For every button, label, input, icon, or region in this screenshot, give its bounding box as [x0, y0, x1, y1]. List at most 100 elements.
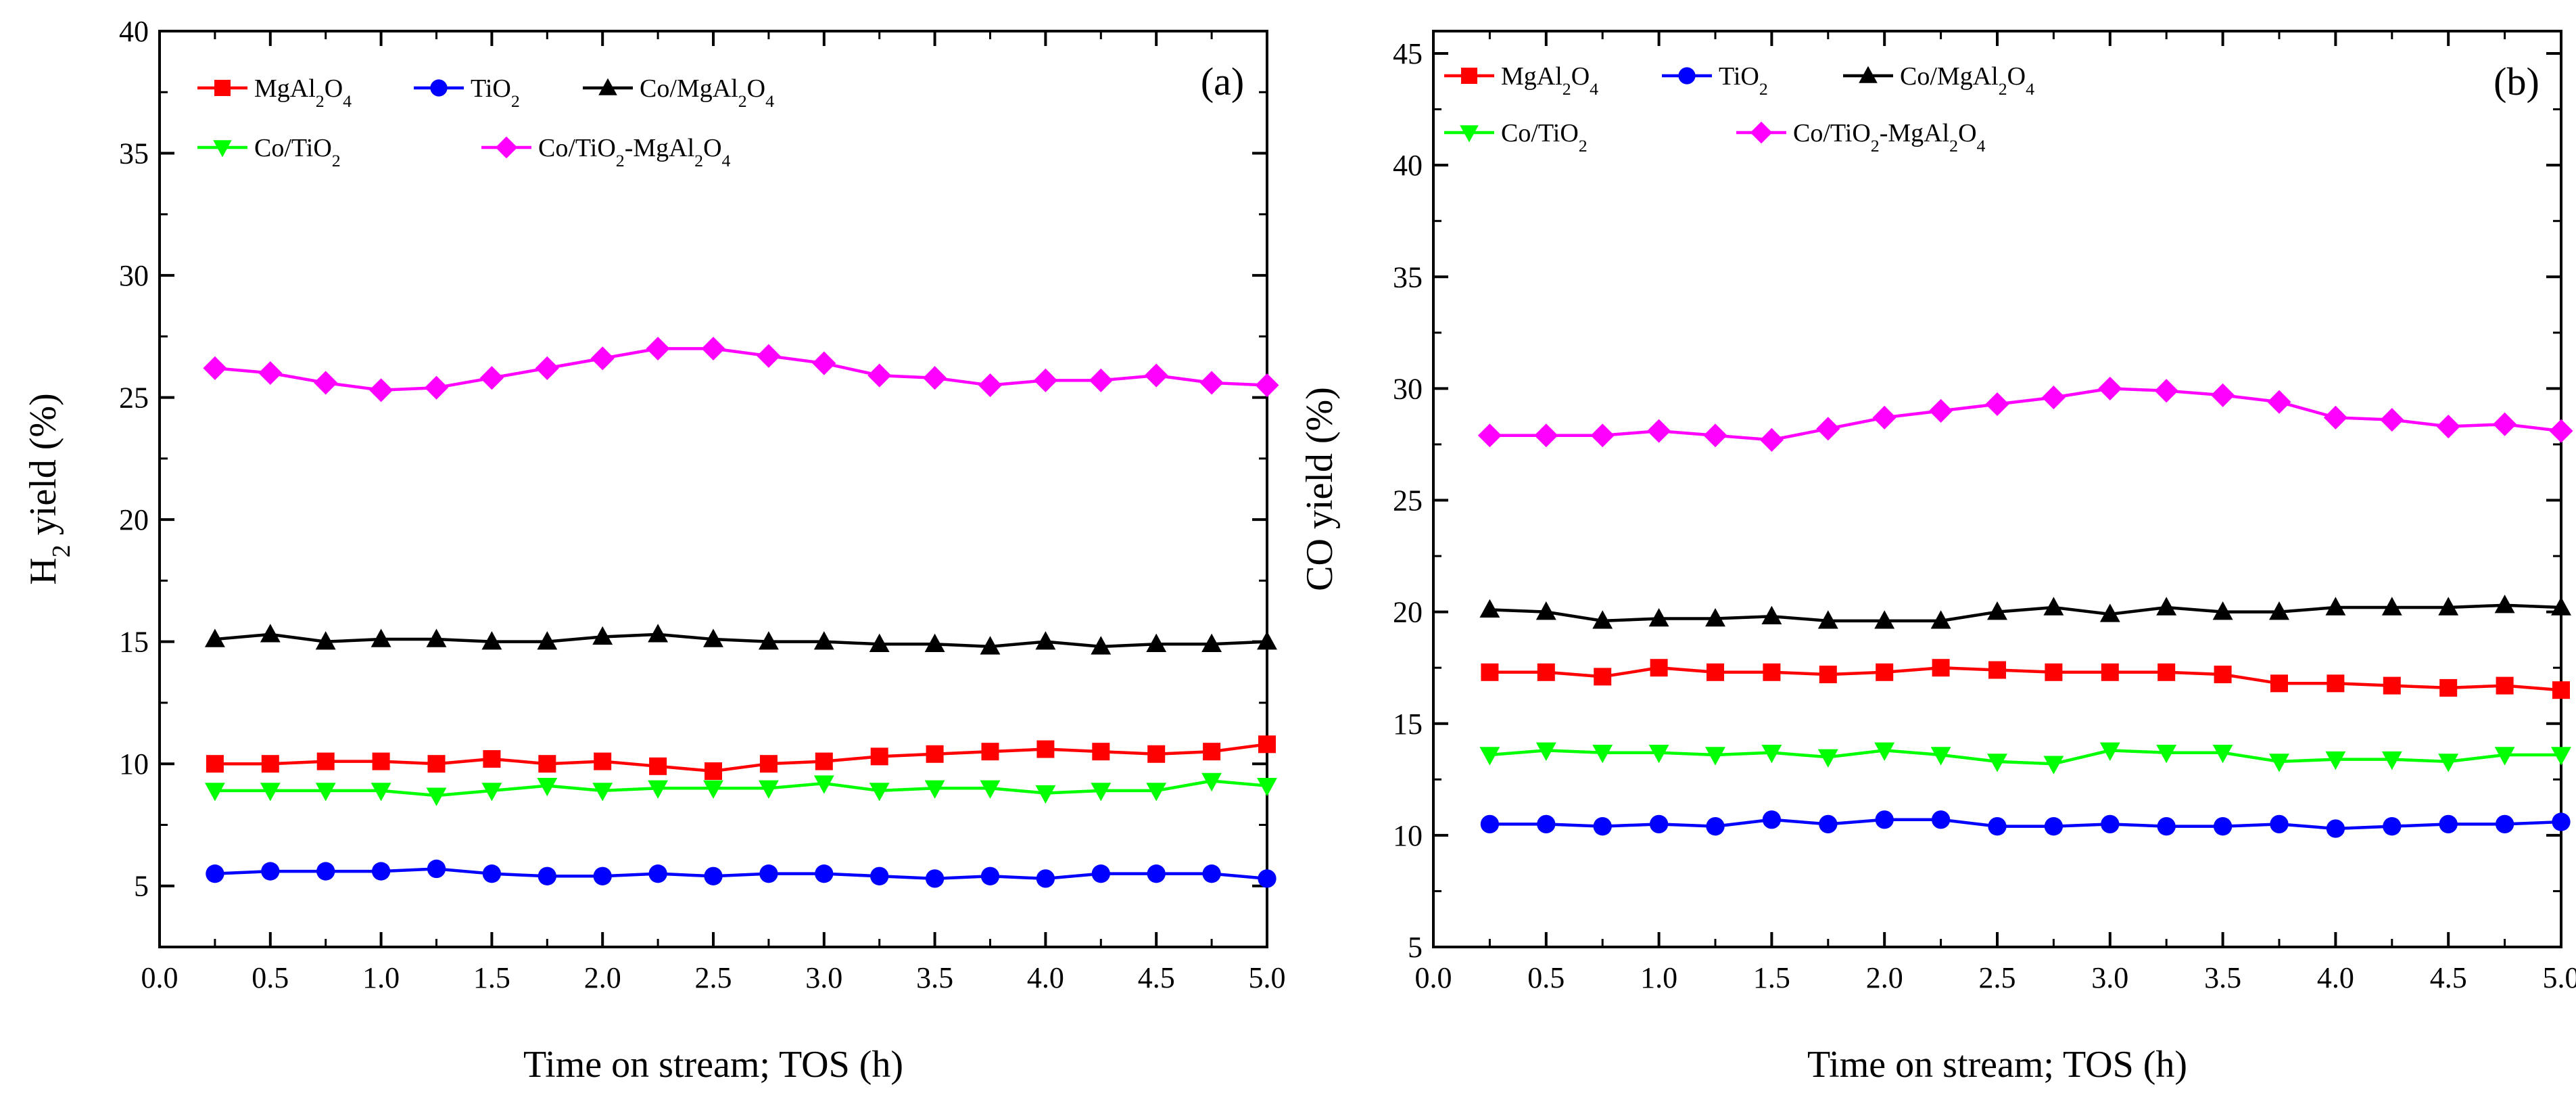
data-point [1817, 610, 1838, 629]
legend-label: Co/TiO2-MgAl2O4 [538, 134, 731, 170]
data-point [759, 755, 778, 773]
data-point [1534, 423, 1558, 448]
series-line [214, 632, 1268, 649]
data-point [1647, 419, 1671, 443]
data-point [316, 862, 335, 881]
series-line [214, 743, 1268, 773]
data-point [2270, 814, 2289, 834]
data-point [1092, 743, 1110, 761]
data-point [427, 859, 446, 879]
data-point [1091, 864, 1110, 883]
data-point [481, 783, 502, 802]
x-tick-label: 3.5 [916, 961, 953, 994]
series-line [1489, 818, 2562, 831]
data-point [590, 346, 615, 371]
data-point [1257, 777, 1277, 797]
data-point [701, 336, 725, 361]
data-point [426, 628, 447, 647]
data-point [204, 628, 225, 647]
data-point [926, 745, 944, 763]
data-point [2327, 674, 2345, 693]
series-0 [206, 735, 1276, 781]
data-point [482, 864, 502, 883]
data-point [2101, 663, 2119, 681]
data-point [2212, 744, 2233, 764]
data-point [538, 755, 556, 773]
data-point [1593, 817, 1612, 836]
data-point [1762, 810, 1782, 829]
data-point [537, 631, 558, 650]
data-point [1199, 371, 1224, 395]
data-point [1480, 814, 1500, 834]
x-tick-label: 2.5 [695, 961, 732, 994]
legend-label: MgAl2O4 [1501, 62, 1598, 99]
legend-label: Co/MgAl2O4 [1900, 62, 2034, 99]
data-point [1535, 742, 1556, 761]
data-point [1875, 810, 1894, 829]
data-point [869, 633, 890, 652]
legend-marker [598, 78, 617, 95]
series-4 [203, 336, 1279, 402]
legend-item: TiO2 [414, 74, 520, 111]
data-point [1819, 814, 1838, 834]
data-point [1477, 423, 1502, 448]
data-point [2214, 666, 2232, 684]
data-point [923, 366, 947, 390]
data-point [648, 624, 669, 643]
data-point [479, 366, 504, 390]
x-tick-label: 4.0 [2317, 961, 2354, 994]
data-point [1987, 754, 2007, 772]
y-tick-label: 40 [1393, 149, 1423, 182]
data-point [1258, 869, 1277, 888]
data-point [869, 783, 890, 802]
data-point [2323, 405, 2347, 430]
data-point [2269, 754, 2289, 772]
series-3 [204, 772, 1277, 806]
y-tick-label: 10 [1393, 819, 1423, 852]
data-point [258, 361, 283, 386]
data-point [2213, 817, 2233, 836]
data-point [980, 636, 1001, 655]
data-point [1258, 735, 1276, 754]
y-tick-label: 30 [119, 259, 149, 292]
y-tick-label: 15 [119, 626, 149, 659]
data-point [648, 780, 669, 799]
data-point [758, 780, 779, 799]
data-point [2156, 597, 2177, 616]
legend-marker [214, 80, 231, 96]
legend-marker [1461, 68, 1477, 84]
data-point [1819, 666, 1837, 684]
data-point [2157, 817, 2176, 836]
x-tick-label: 1.5 [1753, 961, 1790, 994]
data-point [1705, 607, 1725, 627]
x-tick-label: 0.0 [141, 961, 178, 994]
y-tick-label: 20 [119, 503, 149, 536]
data-point [1035, 785, 1056, 804]
data-point [1201, 633, 1222, 652]
data-point [1255, 373, 1279, 398]
data-point [2552, 681, 2570, 699]
data-point [260, 783, 281, 802]
series-2 [204, 624, 1277, 655]
x-tick-label: 5.0 [2543, 961, 2576, 994]
data-point [315, 631, 336, 650]
data-point [1706, 817, 1725, 836]
data-point [2325, 751, 2346, 770]
data-point [867, 363, 892, 388]
data-point [981, 743, 999, 761]
data-point [2495, 814, 2514, 834]
data-point [813, 631, 834, 650]
data-point [1592, 610, 1613, 629]
legend-item: TiO2 [1662, 62, 1768, 99]
x-tick-label: 4.5 [1138, 961, 1175, 994]
data-point [1816, 417, 1840, 441]
data-point [1257, 631, 1277, 650]
data-point [2439, 678, 2458, 697]
data-point [594, 752, 612, 770]
data-point [1988, 817, 2007, 836]
y-tick-label: 45 [1393, 37, 1423, 70]
data-point [2383, 817, 2402, 836]
x-tick-label: 5.0 [1249, 961, 1286, 994]
data-point [1648, 607, 1669, 627]
data-point [2154, 379, 2178, 403]
